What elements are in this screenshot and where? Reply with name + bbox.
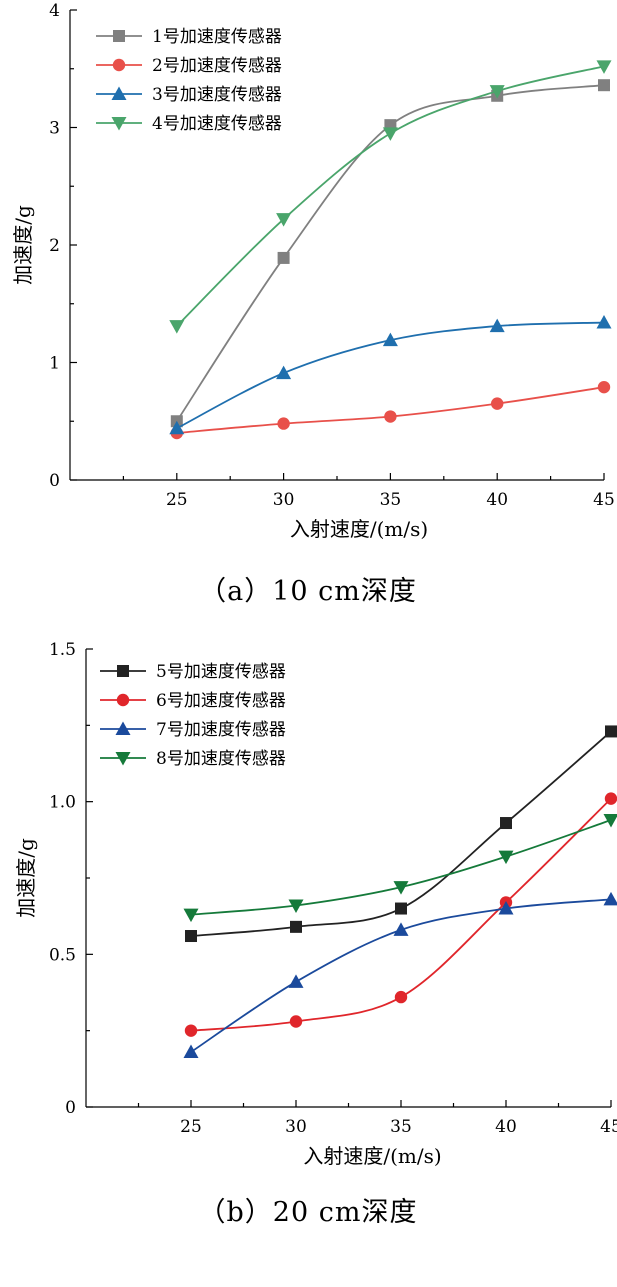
data-point bbox=[489, 318, 505, 333]
x-tick-label: 25 bbox=[180, 1117, 202, 1137]
data-point bbox=[288, 899, 304, 913]
data-point bbox=[604, 792, 617, 805]
data-point bbox=[169, 320, 185, 334]
data-point bbox=[596, 60, 612, 74]
x-axis-title: 入射速度/(m/s) bbox=[290, 517, 428, 541]
legend-marker bbox=[111, 117, 127, 131]
y-tick-label: 0.5 bbox=[49, 945, 76, 965]
legend-label: 5号加速度传感器 bbox=[156, 662, 286, 682]
x-tick-label: 25 bbox=[166, 490, 188, 510]
legend-marker bbox=[113, 30, 125, 42]
data-point bbox=[382, 332, 398, 347]
x-tick-label: 45 bbox=[600, 1117, 617, 1137]
figure-caption: （b）20 cm深度 bbox=[199, 1197, 418, 1228]
data-point bbox=[289, 1015, 303, 1028]
y-tick-label: 4 bbox=[49, 1, 60, 21]
y-tick-label: 1.0 bbox=[49, 793, 76, 813]
x-tick-label: 30 bbox=[285, 1117, 307, 1137]
legend-marker bbox=[112, 58, 126, 72]
y-tick-label: 0 bbox=[49, 471, 60, 491]
chart-a: 0 1 2 3 4 25 30 35 40 45 入射速度/(m/s) 加速度/g 1号加速度传感器 2号… bbox=[11, 1, 615, 607]
legend-marker bbox=[111, 86, 127, 100]
data-point bbox=[290, 920, 302, 933]
y-tick-label: 1.5 bbox=[49, 640, 76, 660]
figure-caption: （a）10 cm深度 bbox=[199, 576, 417, 607]
data-point bbox=[288, 974, 304, 988]
data-point bbox=[395, 902, 407, 915]
x-tick-label: 35 bbox=[390, 1117, 412, 1137]
y-tick-label: 3 bbox=[49, 119, 60, 139]
series-line-4 bbox=[176, 65, 605, 327]
legend-label: 8号加速度传感器 bbox=[156, 749, 286, 769]
chart-b: 0 0.5 1.0 1.5 25 30 35 40 45 入射速度/(m/s) 加速度/g 5号加速度… bbox=[14, 640, 617, 1228]
data-point bbox=[393, 922, 409, 936]
data-point bbox=[276, 365, 292, 380]
series-line-4 bbox=[190, 819, 612, 916]
y-tick-label: 1 bbox=[49, 354, 60, 374]
data-point bbox=[498, 901, 514, 915]
data-point bbox=[597, 380, 611, 394]
data-point bbox=[185, 930, 197, 943]
data-point bbox=[491, 397, 504, 410]
data-point bbox=[500, 817, 512, 830]
data-point bbox=[596, 315, 612, 329]
legend-label: 4号加速度传感器 bbox=[152, 114, 282, 134]
x-axis-title: 入射速度/(m/s) bbox=[303, 1144, 441, 1168]
data-point bbox=[169, 420, 185, 435]
x-tick-label: 30 bbox=[273, 490, 295, 510]
series-line-3 bbox=[190, 898, 612, 1053]
data-point bbox=[276, 213, 292, 227]
series-line-1 bbox=[176, 84, 605, 422]
data-point bbox=[183, 1044, 199, 1059]
legend-marker bbox=[117, 665, 129, 677]
y-axis-title: 加速度/g bbox=[11, 205, 35, 285]
data-point bbox=[489, 85, 505, 99]
x-tick-label: 40 bbox=[486, 490, 508, 510]
legend-label: 3号加速度传感器 bbox=[152, 85, 282, 105]
data-point bbox=[605, 725, 617, 738]
legend-marker bbox=[115, 752, 131, 766]
data-point bbox=[598, 79, 610, 92]
y-tick-label: 0 bbox=[65, 1098, 76, 1118]
data-point bbox=[183, 908, 199, 923]
data-point bbox=[277, 251, 290, 264]
legend-marker bbox=[115, 721, 131, 735]
legend-label: 6号加速度传感器 bbox=[156, 691, 286, 711]
data-point bbox=[382, 127, 398, 141]
x-tick-label: 40 bbox=[495, 1117, 517, 1137]
legend-label: 7号加速度传感器 bbox=[156, 720, 286, 740]
data-point bbox=[384, 410, 397, 423]
legend-marker bbox=[116, 693, 130, 707]
legend-label: 2号加速度传感器 bbox=[152, 56, 282, 76]
y-tick-label: 2 bbox=[49, 236, 60, 256]
data-point bbox=[384, 119, 397, 132]
y-axis-title: 加速度/g bbox=[14, 838, 38, 918]
data-point bbox=[498, 850, 514, 865]
x-tick-label: 45 bbox=[593, 490, 615, 510]
x-tick-label: 35 bbox=[380, 490, 402, 510]
data-point bbox=[394, 990, 408, 1004]
data-point bbox=[603, 891, 617, 906]
data-point bbox=[603, 813, 617, 828]
data-point bbox=[184, 1024, 198, 1037]
legend-label: 1号加速度传感器 bbox=[152, 27, 282, 47]
data-point bbox=[277, 417, 290, 430]
data-point bbox=[393, 881, 409, 895]
